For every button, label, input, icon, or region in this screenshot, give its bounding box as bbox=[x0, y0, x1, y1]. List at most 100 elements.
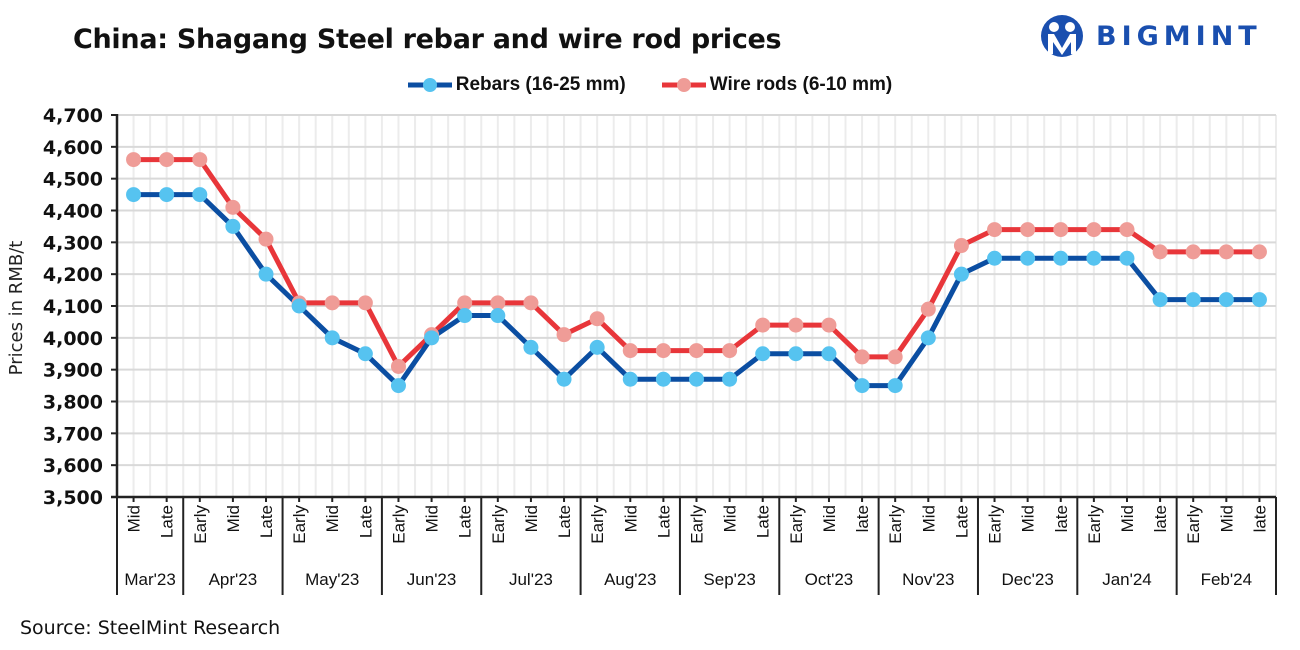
x-tick-label: Late bbox=[356, 505, 375, 538]
data-point bbox=[589, 311, 605, 327]
bigmint-logo-text: BIGMINT bbox=[1096, 20, 1262, 52]
x-tick-label: Early bbox=[389, 505, 408, 544]
data-point bbox=[755, 317, 771, 333]
y-tick-label: 4,400 bbox=[43, 201, 103, 223]
y-tick-label: 4,500 bbox=[43, 169, 103, 191]
x-tick-label: Mid bbox=[820, 505, 839, 532]
data-point bbox=[390, 358, 406, 374]
data-point bbox=[1119, 222, 1135, 238]
data-point bbox=[1053, 222, 1069, 238]
x-tick-label: Mid bbox=[125, 505, 144, 532]
data-point bbox=[622, 343, 638, 359]
data-point bbox=[1020, 222, 1036, 238]
data-point bbox=[357, 346, 373, 362]
data-point bbox=[159, 152, 175, 168]
chart-legend: Rebars (16-25 mm) Wire rods (6-10 mm) bbox=[0, 74, 1300, 96]
data-point bbox=[1086, 250, 1102, 266]
y-tick-label: 4,300 bbox=[43, 232, 103, 254]
x-tick-label: late bbox=[853, 505, 872, 532]
data-point bbox=[424, 330, 440, 346]
data-point bbox=[192, 152, 208, 168]
x-tick-label: late bbox=[1250, 505, 1269, 532]
x-ticks: Mid Late Early Mid Late Early Mid Late Early Mid L… bbox=[116, 497, 1277, 595]
y-tick-label: 4,100 bbox=[43, 296, 103, 318]
data-point bbox=[788, 317, 804, 333]
data-point bbox=[689, 343, 704, 359]
legend-marker-wire-rods bbox=[661, 78, 706, 92]
x-tick-label: Early bbox=[1085, 505, 1104, 544]
y-ticks: 3,500 3,600 3,700 3,800 3,900 4,000 4,100 4,200… bbox=[43, 105, 117, 509]
x-group-label: Oct'23 bbox=[805, 570, 854, 589]
x-tick-label: Late bbox=[555, 505, 574, 538]
data-point bbox=[324, 330, 340, 346]
data-point bbox=[589, 339, 605, 355]
legend-label-rebars: Rebars (16-25 mm) bbox=[455, 74, 626, 95]
x-tick-label: Mid bbox=[224, 505, 243, 532]
data-point bbox=[126, 152, 142, 168]
data-point bbox=[390, 378, 406, 394]
data-point bbox=[755, 346, 771, 362]
x-tick-label: Early bbox=[787, 505, 806, 544]
x-tick-label: Early bbox=[986, 505, 1005, 544]
y-tick-label: 4,200 bbox=[43, 264, 103, 286]
data-point bbox=[457, 308, 473, 324]
y-tick-label: 3,600 bbox=[43, 455, 103, 477]
data-point bbox=[821, 346, 837, 362]
data-point bbox=[556, 327, 572, 343]
data-point bbox=[1251, 292, 1267, 308]
data-point bbox=[1218, 244, 1234, 260]
x-tick-label: Mid bbox=[1019, 505, 1038, 532]
x-tick-label: Early bbox=[588, 505, 607, 544]
x-group-label: Nov'23 bbox=[902, 570, 954, 589]
x-group-label: Sep'23 bbox=[703, 570, 755, 589]
grid bbox=[117, 114, 1277, 497]
data-point bbox=[225, 218, 241, 234]
x-tick-label: Late bbox=[257, 505, 276, 538]
data-point bbox=[655, 371, 671, 387]
data-point bbox=[953, 266, 969, 282]
data-point bbox=[192, 187, 208, 203]
legend-item-rebars: Rebars (16-25 mm) bbox=[407, 74, 626, 96]
x-tick-label: Late bbox=[754, 505, 773, 538]
x-tick-label: Mid bbox=[1118, 505, 1137, 532]
x-tick-label: Mid bbox=[721, 505, 740, 532]
data-point bbox=[324, 295, 340, 311]
y-tick-label: 4,600 bbox=[43, 137, 103, 159]
markers-rebars bbox=[126, 187, 1267, 394]
data-point bbox=[1119, 250, 1135, 266]
x-group-label: Jul'23 bbox=[509, 570, 553, 589]
data-point bbox=[159, 187, 175, 203]
x-tick-label: Late bbox=[952, 505, 971, 538]
data-point bbox=[357, 295, 373, 311]
x-tick-label: Early bbox=[688, 505, 707, 544]
x-group-label: May'23 bbox=[305, 570, 359, 589]
x-tick-label: late bbox=[1151, 505, 1170, 532]
data-point bbox=[953, 238, 969, 254]
y-tick-label: 4,700 bbox=[43, 105, 103, 127]
legend-item-wire-rods: Wire rods (6-10 mm) bbox=[661, 74, 892, 96]
data-point bbox=[490, 295, 506, 311]
x-tick-label: Late bbox=[158, 505, 177, 538]
data-point bbox=[1218, 292, 1234, 308]
data-point bbox=[887, 378, 903, 394]
data-point bbox=[722, 343, 738, 359]
x-tick-label: Mid bbox=[522, 505, 541, 532]
x-tick-label: Mid bbox=[423, 505, 442, 532]
bigmint-logo-icon bbox=[1041, 15, 1083, 57]
data-point bbox=[523, 295, 539, 311]
data-point bbox=[854, 349, 870, 365]
x-tick-label: Early bbox=[290, 505, 309, 544]
data-point bbox=[788, 346, 804, 362]
data-point bbox=[225, 199, 241, 215]
x-group-label: Feb'24 bbox=[1201, 570, 1252, 589]
y-tick-label: 3,900 bbox=[43, 360, 103, 382]
data-point bbox=[457, 295, 473, 311]
data-point bbox=[258, 231, 274, 247]
x-tick-label: Mid bbox=[1217, 505, 1236, 532]
data-point bbox=[556, 371, 572, 387]
data-point bbox=[655, 343, 671, 359]
data-point bbox=[622, 371, 638, 387]
data-point bbox=[987, 250, 1003, 266]
y-tick-label: 4,000 bbox=[43, 328, 103, 350]
